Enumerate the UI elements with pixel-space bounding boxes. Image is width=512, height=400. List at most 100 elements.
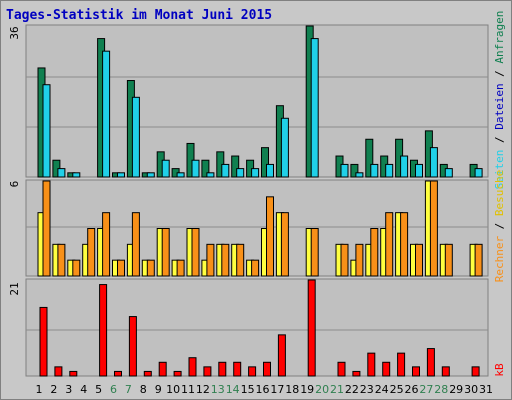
legend-hits: Anfragen xyxy=(493,11,506,64)
bar-dateien-day-21 xyxy=(340,163,349,178)
bar-dateien-day-28 xyxy=(444,168,453,178)
y-max-label: 36 xyxy=(8,26,21,39)
bar-besuche-day-7 xyxy=(131,212,140,277)
day-label-23: 23 xyxy=(360,383,374,396)
bar-dateien-day-22 xyxy=(355,172,364,178)
bar-besuche-day-16 xyxy=(266,196,274,277)
day-label-3: 3 xyxy=(65,383,72,396)
bar-kb-day-16 xyxy=(263,361,271,377)
day-label-26: 26 xyxy=(405,383,419,396)
bar-dateien-day-19 xyxy=(310,38,319,178)
bar-dateien-day-12 xyxy=(206,172,215,178)
bar-dateien-day-3 xyxy=(72,172,81,178)
bar-kb-day-9 xyxy=(158,361,167,377)
bar-kb-day-25 xyxy=(397,352,406,377)
bar-dateien-day-7 xyxy=(131,96,140,178)
y-max-label: 21 xyxy=(8,282,21,295)
bar-kb-day-19 xyxy=(307,279,316,377)
bar-dateien-day-27 xyxy=(429,147,438,178)
day-label-31: 31 xyxy=(479,383,493,396)
bar-kb-day-10 xyxy=(173,370,182,377)
bar-kb-day-6 xyxy=(114,370,122,377)
bar-dateien-day-17 xyxy=(280,117,289,178)
bar-besuche-day-24 xyxy=(385,212,394,277)
bar-besuche-day-27 xyxy=(429,180,438,277)
plot-area xyxy=(25,278,489,377)
day-label-19: 19 xyxy=(300,383,314,396)
bar-dateien-day-10 xyxy=(176,172,185,178)
bar-kb-day-23 xyxy=(367,352,376,377)
bar-kb-day-17 xyxy=(277,334,286,377)
day-label-14: 14 xyxy=(226,383,240,396)
day-label-20: 20 xyxy=(315,383,329,396)
bar-besuche-day-23 xyxy=(370,228,379,277)
bar-kb-day-22 xyxy=(352,370,361,377)
bar-dateien-day-9 xyxy=(161,159,170,178)
bar-besuche-day-6 xyxy=(117,259,125,277)
bar-dateien-day-2 xyxy=(57,168,66,178)
bar-dateien-day-11 xyxy=(191,159,200,178)
bar-dateien-day-26 xyxy=(415,163,423,178)
day-label-18: 18 xyxy=(285,383,299,396)
bar-kb-day-12 xyxy=(203,366,212,377)
bar-besuche-day-4 xyxy=(87,228,96,277)
bar-besuche-day-5 xyxy=(102,212,111,277)
bar-besuche-day-12 xyxy=(206,243,215,277)
bar-dateien-day-24 xyxy=(385,163,394,178)
bar-kb-day-21 xyxy=(337,361,346,377)
bar-kb-day-11 xyxy=(188,357,197,377)
day-label-4: 4 xyxy=(80,383,87,396)
day-label-12: 12 xyxy=(196,383,210,396)
bar-dateien-day-6 xyxy=(117,172,125,178)
legend-kb: kB xyxy=(493,363,506,377)
legend-hosts: Rechner xyxy=(493,236,506,283)
day-label-2: 2 xyxy=(50,383,57,396)
bar-kb-day-28 xyxy=(441,366,450,377)
day-label-15: 15 xyxy=(241,383,255,396)
day-label-13: 13 xyxy=(211,383,225,396)
bar-besuche-day-8 xyxy=(146,259,155,277)
bar-dateien-day-5 xyxy=(102,50,111,178)
day-label-21: 21 xyxy=(330,383,344,396)
day-label-6: 6 xyxy=(110,383,117,396)
bar-anfragen-day-14 xyxy=(231,155,240,178)
day-label-11: 11 xyxy=(181,383,195,396)
day-label-29: 29 xyxy=(449,383,463,396)
bar-dateien-day-15 xyxy=(251,168,260,178)
bar-kb-day-24 xyxy=(382,361,391,377)
bar-dateien-day-8 xyxy=(146,172,155,178)
day-label-16: 16 xyxy=(256,383,270,396)
bar-dateien-day-16 xyxy=(266,163,274,178)
bar-kb-day-30 xyxy=(471,366,480,377)
chart-panel-2: 6 xyxy=(8,179,489,277)
bar-kb-day-14 xyxy=(233,361,242,377)
bar-besuche-day-13 xyxy=(221,243,230,277)
chart-panel-1: 36 xyxy=(8,24,489,178)
legend-bottom: kB xyxy=(493,363,506,377)
legend-visits: Besuche xyxy=(493,170,506,216)
bar-kb-day-27 xyxy=(426,348,435,377)
bar-besuche-day-17 xyxy=(280,212,289,277)
plot-area xyxy=(25,24,489,178)
bar-anfragen-day-22 xyxy=(350,163,359,178)
bar-dateien-day-23 xyxy=(370,163,379,178)
bar-anfragen-day-12 xyxy=(201,159,210,178)
bar-kb-day-8 xyxy=(143,370,152,377)
bar-dateien-day-25 xyxy=(400,155,409,178)
day-label-25: 25 xyxy=(390,383,404,396)
bar-besuche-day-19 xyxy=(310,228,319,277)
bar-besuche-day-11 xyxy=(191,228,200,277)
y-max-label: 6 xyxy=(8,181,21,188)
day-label-9: 9 xyxy=(155,383,162,396)
bar-dateien-day-30 xyxy=(474,168,483,178)
bar-besuche-day-1 xyxy=(42,180,51,277)
bar-besuche-day-14 xyxy=(236,243,245,277)
legend-middle: Rechner / Besuche xyxy=(493,170,506,283)
bar-kb-day-1 xyxy=(39,306,48,377)
bar-dateien-day-1 xyxy=(42,84,51,178)
bar-kb-day-15 xyxy=(248,366,257,377)
bar-dateien-day-13 xyxy=(221,163,230,178)
legend-top: Seiten / Dateien / Anfragen xyxy=(493,11,506,190)
bar-besuche-day-28 xyxy=(444,243,453,277)
day-label-8: 8 xyxy=(140,383,147,396)
